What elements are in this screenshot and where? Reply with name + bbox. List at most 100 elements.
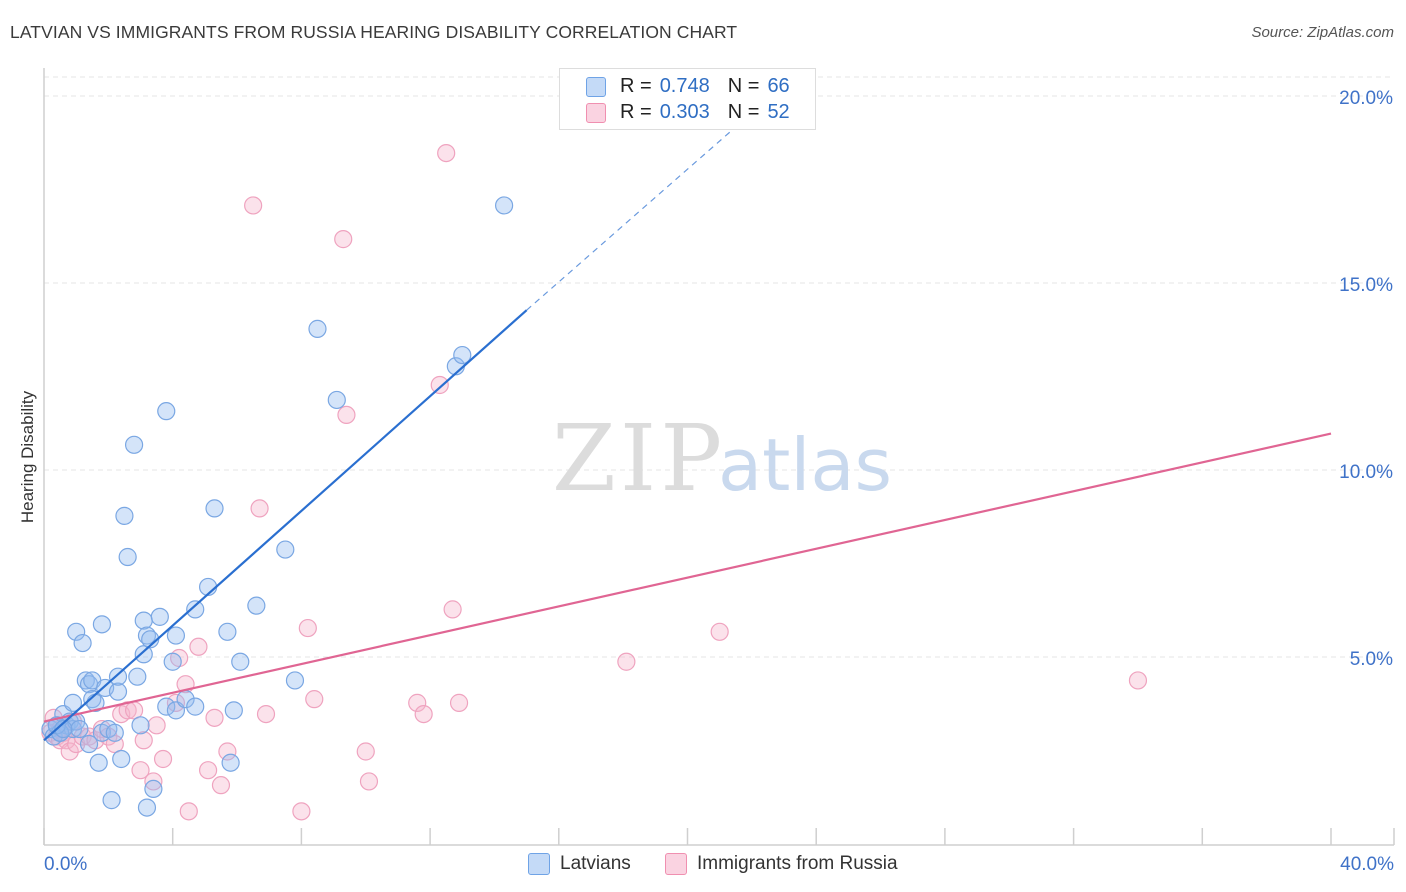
point-immigrants-from-russia [60, 742, 79, 761]
point-immigrants-from-russia [205, 708, 224, 727]
point-immigrants-from-russia [298, 618, 317, 638]
point-latvians [224, 701, 243, 720]
point-latvians [205, 499, 224, 518]
point-immigrants-from-russia [356, 742, 375, 761]
legend-label-russia: Immigrants from Russia [697, 853, 898, 874]
point-latvians [495, 196, 514, 215]
point-immigrants-from-russia [131, 761, 150, 780]
point-immigrants-from-russia [211, 776, 231, 795]
point-latvians [186, 600, 205, 619]
r-value: 0.748 [659, 75, 710, 97]
point-latvians [105, 723, 124, 742]
point-latvians [118, 547, 137, 567]
point-immigrants-from-russia [250, 499, 269, 518]
point-immigrants-from-russia [443, 600, 462, 619]
r-value: 0.303 [659, 101, 710, 123]
correlation-legend: R = 0.748 N = 66 R = 0.303 N = 52 [559, 68, 816, 130]
point-latvians [112, 749, 131, 769]
tick-labels: 5.0% 10.0% 15.0% 20.0% 0.0% 40.0% [44, 88, 1394, 875]
legend-swatch-latvians [528, 853, 550, 875]
axis-layer [43, 68, 1395, 846]
point-latvians [108, 682, 128, 701]
point-latvians [124, 435, 144, 454]
point-immigrants-from-russia [134, 731, 153, 750]
point-latvians [137, 798, 157, 817]
point-latvians [308, 319, 327, 338]
point-latvians [89, 753, 108, 772]
point-immigrants-from-russia [359, 772, 379, 791]
trend-line-immigrants-from-russia [43, 432, 1332, 723]
point-latvians [128, 667, 147, 686]
chart-title: LATVIAN VS IMMIGRANTS FROM RUSSIA HEARIN… [10, 22, 738, 42]
legend-swatch-russia [586, 103, 606, 123]
point-immigrants-from-russia [256, 704, 276, 724]
point-latvians [134, 645, 153, 664]
y-tick-label: 10.0% [1339, 462, 1393, 483]
n-label: N = [727, 75, 760, 97]
point-immigrants-from-russia [166, 693, 186, 712]
x-tick-label-min: 0.0% [44, 854, 87, 875]
point-immigrants-from-russia [244, 196, 263, 215]
point-latvians [70, 719, 89, 739]
point-latvians [134, 611, 153, 630]
watermark: ZIP atlas [552, 405, 892, 512]
point-latvians [67, 622, 86, 641]
point-latvians [327, 390, 346, 410]
point-latvians [79, 734, 99, 754]
n-value: 66 [767, 75, 790, 97]
point-immigrants-from-russia [189, 637, 208, 656]
point-immigrants-from-russia [305, 690, 324, 709]
chart-source: Source: ZipAtlas.com [1251, 24, 1394, 41]
point-immigrants-from-russia [449, 693, 469, 712]
point-immigrants-from-russia [218, 742, 237, 761]
point-latvians [63, 693, 83, 712]
point-latvians [276, 540, 295, 559]
point-latvians [453, 345, 472, 365]
point-latvians [157, 697, 176, 716]
trend-lines [43, 126, 1332, 742]
watermark-zip: ZIP [552, 405, 726, 512]
x-tick-label-max: 40.0% [1340, 854, 1394, 875]
point-immigrants-from-russia [1128, 671, 1148, 690]
point-latvians [131, 716, 150, 735]
point-immigrants-from-russia [710, 622, 729, 641]
point-latvians [218, 622, 237, 641]
point-latvians [92, 615, 112, 634]
series-latvians [41, 196, 514, 817]
trend-line-latvians [43, 309, 528, 742]
legend-swatch-latvians [586, 77, 606, 97]
point-immigrants-from-russia [147, 716, 166, 735]
point-latvians [166, 626, 186, 645]
point-latvians [157, 402, 176, 421]
r-label: R = [620, 101, 652, 123]
point-latvians [73, 633, 92, 653]
point-immigrants-from-russia [617, 652, 636, 671]
point-latvians [144, 779, 163, 799]
point-immigrants-from-russia [337, 405, 356, 424]
point-latvians [115, 506, 134, 525]
point-immigrants-from-russia [179, 802, 198, 821]
point-immigrants-from-russia [198, 761, 218, 780]
point-latvians [186, 697, 205, 716]
point-immigrants-from-russia [437, 144, 456, 163]
point-immigrants-from-russia [430, 375, 449, 395]
point-latvians [108, 667, 128, 686]
point-latvians [285, 671, 305, 690]
point-latvians [150, 607, 169, 626]
y-tick-label: 20.0% [1339, 88, 1393, 109]
point-latvians [221, 753, 240, 772]
n-value: 52 [767, 101, 790, 123]
legend-swatch-russia [665, 853, 687, 875]
n-label: N = [727, 101, 760, 123]
y-tick-label: 15.0% [1339, 275, 1393, 296]
point-latvians [102, 791, 121, 810]
y-tick-label: 5.0% [1350, 649, 1393, 670]
r-label: R = [620, 75, 652, 97]
point-immigrants-from-russia [292, 802, 311, 821]
point-immigrants-from-russia [408, 693, 427, 712]
point-latvians [231, 652, 250, 671]
legend-label-latvians: Latvians [560, 853, 631, 874]
point-immigrants-from-russia [144, 772, 163, 791]
series-legend: Latvians Immigrants from Russia [0, 850, 1406, 880]
